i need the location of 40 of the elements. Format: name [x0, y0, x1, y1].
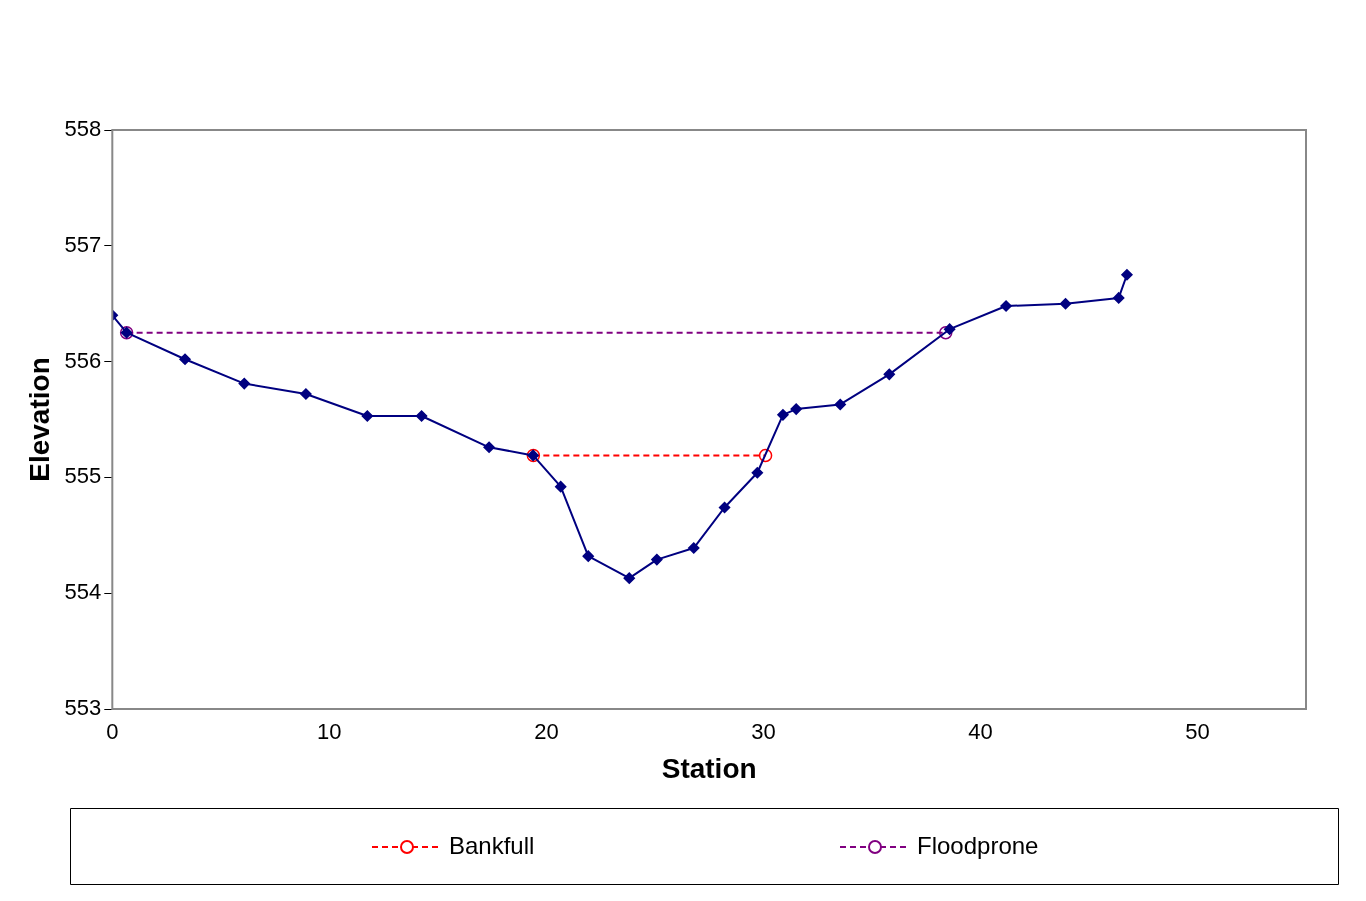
y-tick-label: 557 — [64, 231, 102, 257]
point — [415, 410, 428, 422]
point — [687, 542, 700, 554]
y-tick-label: 553 — [64, 695, 102, 721]
x-tick-label: 20 — [534, 719, 559, 745]
y-tick-label: 558 — [64, 116, 102, 142]
point — [651, 553, 663, 566]
point — [179, 353, 191, 366]
point — [1121, 269, 1133, 281]
point — [938, 325, 953, 340]
point — [554, 480, 567, 493]
point — [758, 448, 773, 463]
x-tick-label: 40 — [968, 719, 993, 745]
y-tick-label: 556 — [64, 347, 102, 373]
point — [718, 501, 731, 514]
point — [300, 388, 312, 400]
point — [1059, 297, 1072, 310]
legend-label: Bankfull — [449, 831, 535, 859]
point — [582, 550, 595, 562]
point — [1112, 292, 1125, 304]
point — [623, 572, 636, 584]
y-tick-label: 554 — [64, 579, 102, 605]
x-tick-label: 0 — [106, 719, 119, 745]
legend-label: Floodprone — [917, 831, 1039, 859]
x-tick-label: 10 — [317, 719, 342, 745]
point — [943, 323, 956, 335]
point — [361, 410, 374, 422]
x-tick-label: 30 — [751, 719, 776, 745]
x-axis-title: Station — [661, 752, 757, 784]
y-tick-label: 555 — [64, 463, 102, 489]
point — [883, 368, 896, 381]
point — [777, 409, 789, 421]
x-tick-label: 50 — [1185, 719, 1210, 745]
y-axis-title: Elevation — [23, 357, 55, 482]
point — [483, 441, 495, 454]
point — [238, 377, 251, 390]
point — [834, 398, 846, 411]
point — [790, 403, 802, 415]
point — [751, 467, 764, 479]
point — [1000, 300, 1012, 312]
